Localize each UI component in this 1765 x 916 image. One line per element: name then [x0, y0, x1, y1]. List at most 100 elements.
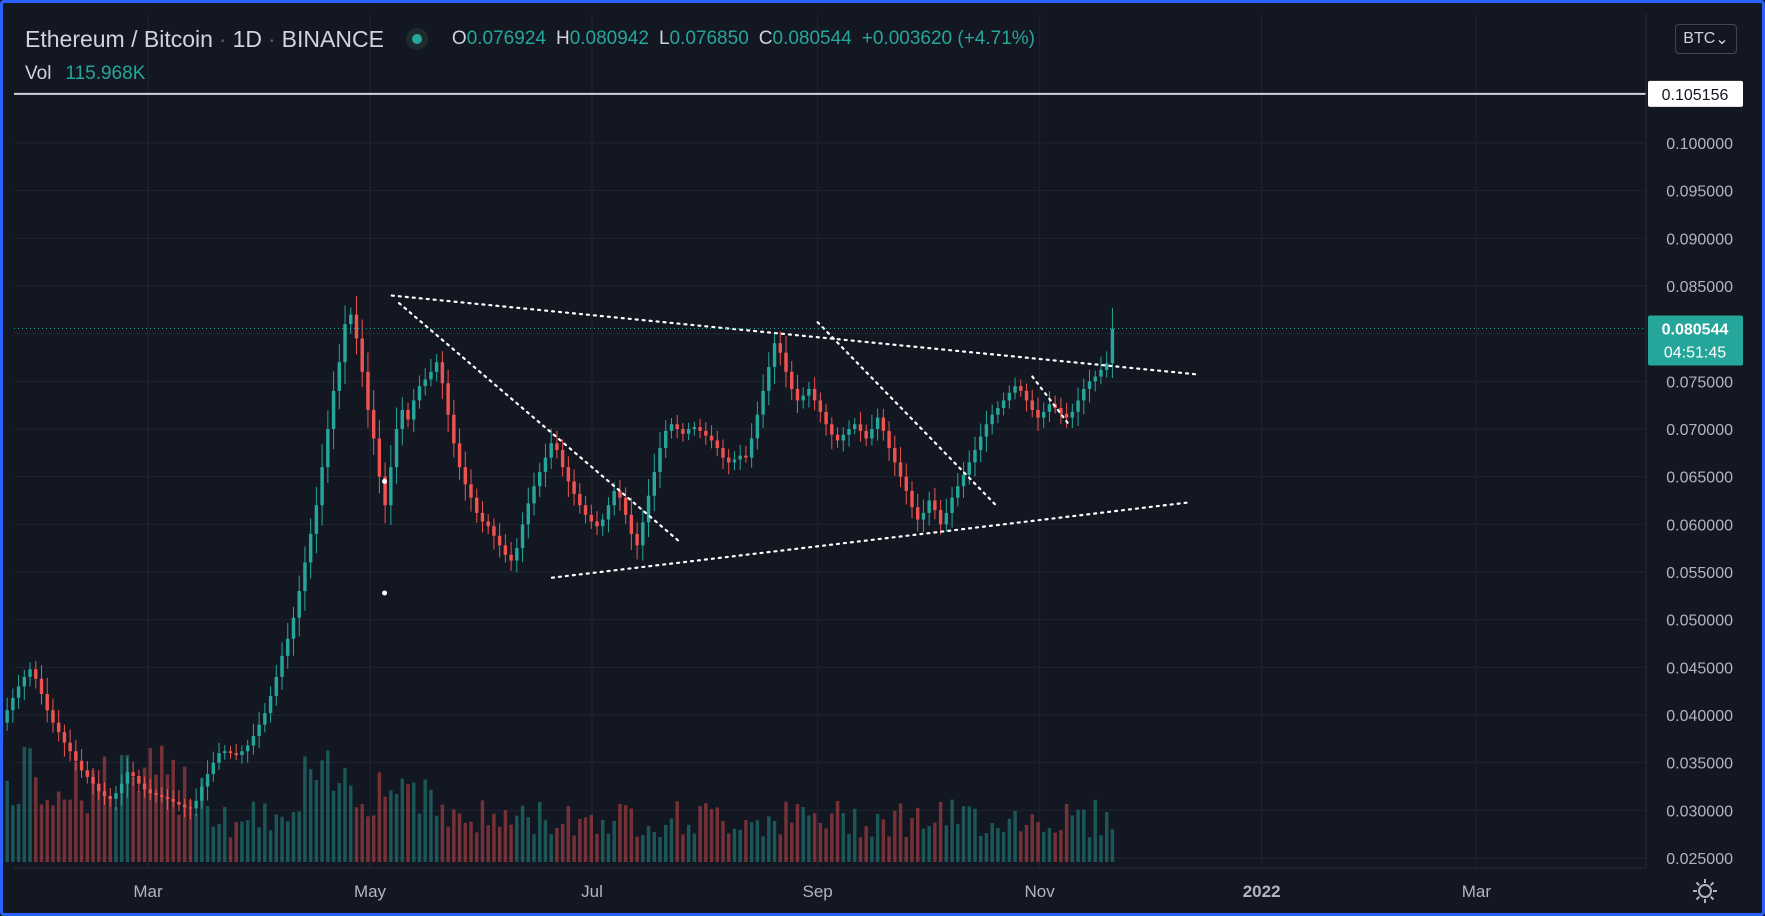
time-tick-label: Jul — [581, 882, 603, 901]
price-tick-label: 0.070000 — [1666, 422, 1733, 439]
countdown-text: 04:51:45 — [1664, 344, 1726, 361]
candle-body — [394, 429, 399, 468]
volume-bar — [887, 836, 891, 862]
candle-body — [635, 533, 639, 546]
volume-bar — [16, 803, 21, 862]
candle-body — [778, 343, 782, 353]
candle-body — [852, 424, 857, 429]
candle-body — [463, 467, 468, 485]
level-label-box — [1648, 80, 1743, 107]
candle-body — [818, 400, 823, 412]
volume-bar — [154, 774, 158, 862]
volume-bar — [675, 801, 679, 862]
candle-body — [583, 505, 588, 515]
change-value: +0.003620 (+4.71%) — [861, 28, 1035, 49]
volume-bar — [961, 806, 966, 862]
volume-bar — [177, 814, 181, 862]
volume-bar — [852, 808, 857, 862]
volume-bar — [772, 820, 777, 862]
candle-body — [480, 512, 485, 522]
volume-bar — [102, 756, 107, 862]
volume-bar — [434, 815, 439, 862]
candle-body — [354, 314, 359, 339]
level-label-text: 0.105156 — [1662, 87, 1729, 104]
market-status-icon[interactable] — [405, 28, 428, 50]
candle-body — [812, 388, 817, 401]
trendline — [1031, 375, 1070, 426]
candle-body — [595, 521, 599, 527]
trendline — [390, 294, 1201, 376]
candle-body — [933, 500, 937, 511]
volume-bar — [778, 834, 782, 862]
settings-gear-icon[interactable] — [1690, 876, 1720, 906]
candle-body — [950, 497, 954, 513]
time-tick-label: Nov — [1025, 882, 1056, 901]
candle-body — [704, 430, 708, 436]
candle-body — [978, 436, 983, 450]
volume-bar — [841, 813, 845, 862]
volume-bar — [738, 829, 742, 862]
volume-bar — [572, 835, 576, 862]
volume-bar — [62, 799, 67, 862]
volume-bar — [5, 780, 9, 862]
candle-body — [114, 793, 118, 799]
candle-body — [996, 408, 1000, 415]
volume-bar — [137, 790, 141, 862]
candle-body — [629, 514, 634, 534]
volume-bar — [1082, 809, 1086, 862]
candle-body — [938, 510, 943, 525]
volume-bar — [475, 832, 479, 862]
volume-bar — [612, 820, 616, 862]
candle-body — [429, 371, 433, 380]
volume-bar — [956, 824, 960, 862]
price-axis: 0.1000000.0950000.0900000.0850000.080000… — [1645, 14, 1743, 868]
currency-select-button[interactable]: BTC ⌄ — [1675, 24, 1737, 54]
price-tick-label: 0.090000 — [1666, 231, 1733, 248]
candle-body — [841, 434, 845, 441]
volume-bar — [526, 817, 531, 862]
volume-bar — [904, 836, 908, 862]
candle-body — [337, 362, 342, 391]
candle-body — [772, 343, 777, 368]
candle-body — [268, 695, 273, 714]
price-tick-label: 0.030000 — [1666, 803, 1733, 820]
candle-body — [194, 800, 198, 809]
volume-bar — [652, 831, 656, 862]
time-tick-label: Mar — [1462, 882, 1492, 901]
volume-bar — [664, 824, 668, 862]
volume-bar — [51, 805, 55, 862]
volume-bar — [606, 833, 611, 862]
candle-body — [520, 524, 525, 549]
candle-body — [446, 383, 450, 415]
volume-bar — [119, 755, 124, 862]
candle-body — [228, 751, 233, 754]
candle-body — [566, 467, 571, 482]
volume-bar — [1059, 830, 1063, 862]
candle-body — [85, 770, 90, 777]
interval-label[interactable]: 1D — [232, 25, 262, 52]
time-tick-label: 2022 — [1243, 882, 1281, 901]
volume-label: Vol — [25, 63, 52, 84]
candle-body — [297, 591, 301, 618]
volume-bar — [349, 785, 353, 862]
volume-bar — [996, 827, 1000, 862]
volume-bar — [555, 827, 559, 862]
candle-body — [440, 362, 445, 384]
volume-bar — [835, 800, 840, 862]
volume-bar — [377, 772, 382, 862]
volume-bar — [1064, 803, 1069, 862]
candle-body — [74, 751, 78, 761]
volume-bar — [234, 821, 238, 862]
candle-body — [16, 686, 21, 698]
candle-body — [898, 462, 903, 477]
volume-bar — [360, 804, 364, 862]
volume-bar — [973, 808, 977, 862]
candle-body — [904, 476, 908, 491]
symbol-name[interactable]: Ethereum / Bitcoin — [25, 25, 213, 52]
volume-bar — [1099, 835, 1103, 862]
candle-body — [795, 388, 800, 401]
volume-bar — [538, 801, 542, 862]
volume-bar — [950, 799, 954, 862]
